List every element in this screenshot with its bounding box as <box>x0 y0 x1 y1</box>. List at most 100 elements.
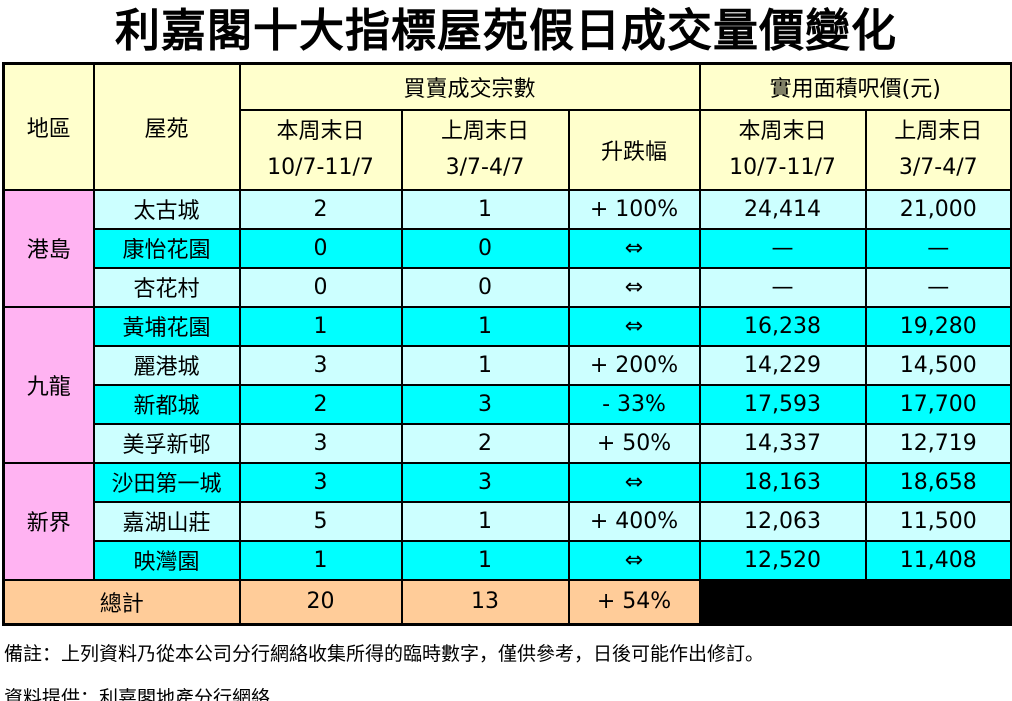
header-price-group: 實用面積呎價(元) <box>698 62 1012 111</box>
estate-cell: 美孚新邨 <box>92 422 241 464</box>
total-row: 總計 20 13 + 54% <box>2 578 1012 626</box>
txn-last-cell: 1 <box>400 500 570 542</box>
header-txn-last-weekend-label: 上周末日 <box>440 118 529 144</box>
change-cell: + 200% <box>567 344 701 386</box>
header-price-last-weekend-label: 上周末日 <box>894 118 983 144</box>
header-txn-this-weekend-dates: 10/7-11/7 <box>267 154 374 180</box>
price-last-cell: 19,280 <box>864 305 1012 347</box>
price-last-cell: — <box>864 266 1012 308</box>
region-cell: 九龍 <box>2 305 95 464</box>
total-label-cell: 總計 <box>2 578 241 626</box>
txn-last-cell: 0 <box>400 266 570 308</box>
header-price-this-weekend-label: 本周末日 <box>738 118 827 144</box>
txn-this-cell: 3 <box>238 422 403 464</box>
header-transactions-group: 買賣成交宗數 <box>238 62 701 111</box>
price-last-cell: 12,719 <box>864 422 1012 464</box>
table-row: 美孚新邨 3 2 + 50% 14,337 12,719 <box>4 422 1012 464</box>
estate-cell: 康怡花園 <box>92 227 241 269</box>
txn-last-cell: 3 <box>400 461 570 503</box>
table-row: 麗港城 3 1 + 200% 14,229 14,500 <box>4 344 1012 386</box>
estate-cell: 嘉湖山莊 <box>92 500 241 542</box>
txn-this-cell: 5 <box>238 500 403 542</box>
change-cell: + 400% <box>567 500 701 542</box>
price-last-cell: 14,500 <box>864 344 1012 386</box>
header-txn-last-weekend: 上周末日 3/7-4/7 <box>400 108 570 191</box>
txn-this-cell: 3 <box>238 344 403 386</box>
table-row: 康怡花園 0 0 ⇔ — — <box>4 227 1012 269</box>
change-cell: + 50% <box>567 422 701 464</box>
estate-cell: 太古城 <box>92 188 241 230</box>
header-price-this-weekend: 本周末日 10/7-11/7 <box>698 108 867 191</box>
price-this-cell: 12,063 <box>698 500 867 542</box>
txn-last-cell: 0 <box>400 227 570 269</box>
change-cell: ⇔ <box>567 305 701 347</box>
table-row: 九龍 黃埔花園 1 1 ⇔ 16,238 19,280 <box>2 305 1012 464</box>
total-txn-last-cell: 13 <box>400 578 570 626</box>
price-this-cell: 14,229 <box>698 344 867 386</box>
footnote-remark: 備註：上列資料乃從本公司分行網絡收集所得的臨時數字，僅供參考，日後可能作出修訂。 <box>4 643 765 665</box>
txn-last-cell: 2 <box>400 422 570 464</box>
table-row: 新界 沙田第一城 3 3 ⇔ 18,163 18,658 <box>2 461 1012 581</box>
price-last-cell: 21,000 <box>864 188 1012 230</box>
estate-cell: 沙田第一城 <box>92 461 241 503</box>
price-last-cell: 18,658 <box>864 461 1012 503</box>
header-price-last-weekend-dates: 3/7-4/7 <box>898 154 978 180</box>
header-change: 升跌幅 <box>567 108 701 191</box>
header-price-this-weekend-dates: 10/7-11/7 <box>729 154 836 180</box>
footer: 備註：上列資料乃從本公司分行網絡收集所得的臨時數字，僅供參考，日後可能作出修訂。… <box>4 639 1012 701</box>
footnote-source: 資料提供：利嘉閣地產分行網絡 <box>4 687 271 701</box>
header-row-sub: 本周末日 10/7-11/7 上周末日 3/7-4/7 升跌幅 本周末日 10/… <box>4 108 1012 191</box>
change-cell: ⇔ <box>567 461 701 503</box>
estate-cell: 黃埔花園 <box>92 305 241 347</box>
txn-last-cell: 1 <box>400 188 570 230</box>
txn-this-cell: 1 <box>238 539 403 581</box>
price-this-cell: 12,520 <box>698 539 867 581</box>
price-this-cell: — <box>698 227 867 269</box>
price-this-cell: 14,337 <box>698 422 867 464</box>
header-txn-last-weekend-dates: 3/7-4/7 <box>445 154 525 180</box>
change-cell: ⇔ <box>567 266 701 308</box>
table-row: 港島 太古城 2 1 + 100% 24,414 21,000 <box>2 188 1012 308</box>
price-last-cell: 17,700 <box>864 383 1012 425</box>
price-this-cell: 16,238 <box>698 305 867 347</box>
estate-cell: 映灣園 <box>92 539 241 581</box>
change-cell: + 100% <box>567 188 701 230</box>
page-title: 利嘉閣十大指標屋苑假日成交量價變化 <box>114 4 897 57</box>
price-last-cell: — <box>864 227 1012 269</box>
estate-cell: 麗港城 <box>92 344 241 386</box>
table-row: 杏花村 0 0 ⇔ — — <box>4 266 1012 308</box>
total-change-cell: + 54% <box>567 578 701 626</box>
estates-table: 地區 屋苑 買賣成交宗數 實用面積呎價(元) 本周末日 10/7-11/7 上周… <box>2 62 1012 626</box>
txn-last-cell: 1 <box>400 344 570 386</box>
txn-last-cell: 3 <box>400 383 570 425</box>
price-last-cell: 11,500 <box>864 500 1012 542</box>
price-this-cell: — <box>698 266 867 308</box>
table-row: 嘉湖山莊 5 1 + 400% 12,063 11,500 <box>4 500 1012 542</box>
header-txn-this-weekend-label: 本周末日 <box>276 118 365 144</box>
change-cell: - 33% <box>567 383 701 425</box>
txn-last-cell: 1 <box>400 539 570 581</box>
total-txn-this-cell: 20 <box>238 578 403 626</box>
estate-cell: 新都城 <box>92 383 241 425</box>
price-this-cell: 24,414 <box>698 188 867 230</box>
header-region: 地區 <box>2 62 95 191</box>
txn-this-cell: 0 <box>238 227 403 269</box>
txn-this-cell: 3 <box>238 461 403 503</box>
header-row-groups: 地區 屋苑 買賣成交宗數 實用面積呎價(元) <box>2 62 1012 191</box>
price-this-cell: 17,593 <box>698 383 867 425</box>
txn-this-cell: 2 <box>238 383 403 425</box>
header-price-last-weekend: 上周末日 3/7-4/7 <box>864 108 1012 191</box>
price-this-cell: 18,163 <box>698 461 867 503</box>
price-last-cell: 11,408 <box>864 539 1012 581</box>
txn-this-cell: 2 <box>238 188 403 230</box>
table-row: 新都城 2 3 - 33% 17,593 17,700 <box>4 383 1012 425</box>
table-row: 映灣園 1 1 ⇔ 12,520 11,408 <box>4 539 1012 581</box>
header-txn-this-weekend: 本周末日 10/7-11/7 <box>238 108 403 191</box>
estate-cell: 杏花村 <box>92 266 241 308</box>
change-cell: ⇔ <box>567 227 701 269</box>
txn-this-cell: 0 <box>238 266 403 308</box>
change-cell: ⇔ <box>567 539 701 581</box>
txn-this-cell: 1 <box>238 305 403 347</box>
blank-black-cell <box>698 578 1012 626</box>
